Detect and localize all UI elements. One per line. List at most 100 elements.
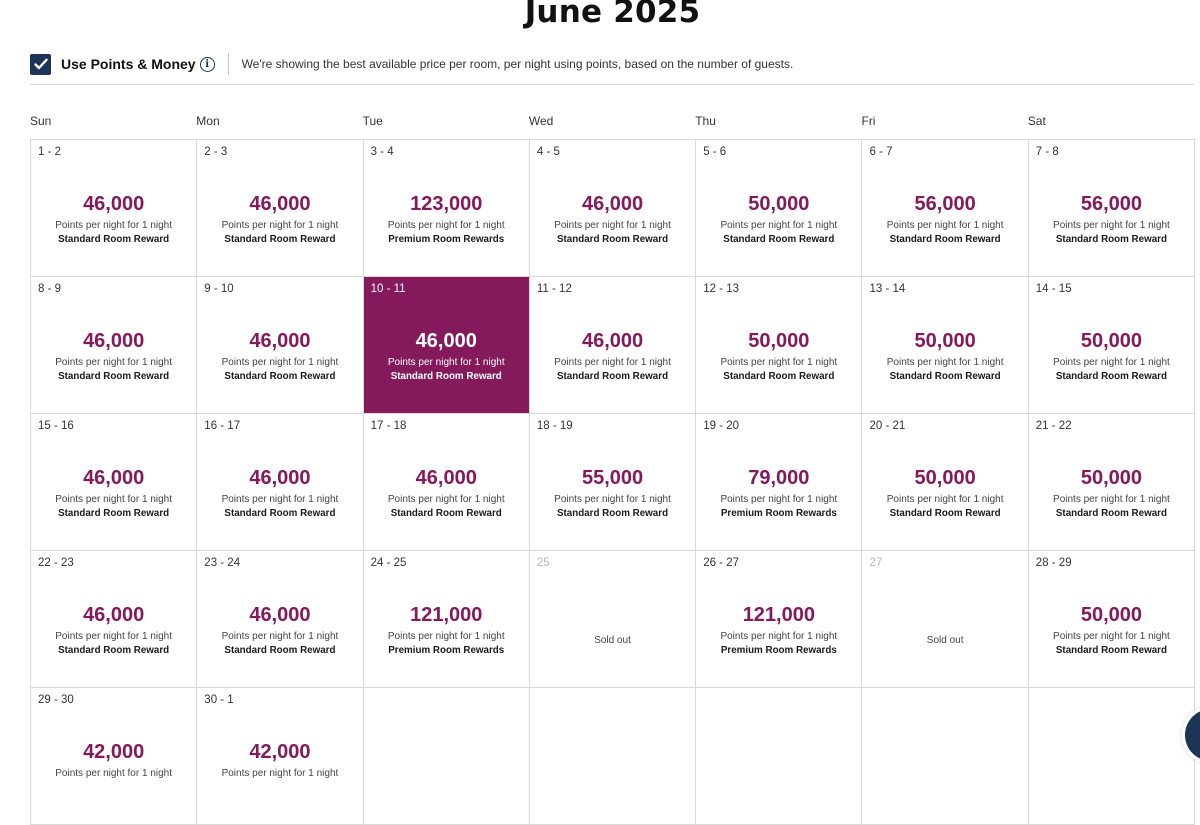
room-type-label: Standard Room Reward	[58, 371, 170, 382]
chat-button[interactable]	[1185, 709, 1200, 761]
calendar-day[interactable]: 15 - 16 46,000 Points per night for 1 nigh…	[31, 414, 198, 551]
points-price: 46,000	[83, 193, 145, 215]
calendar-day[interactable]: 18 - 19 55,000 Points per night for 1 nigh…	[529, 414, 697, 551]
calendar-day[interactable]: 22 - 23 46,000 Points per night for 1 nigh…	[31, 551, 198, 688]
weekday-mon: Mon	[196, 114, 220, 128]
room-type-label: Standard Room Reward	[58, 645, 170, 656]
calendar-day[interactable]: 1 - 2 46,000 Points per night for 1 night S…	[31, 140, 198, 277]
day-date-range: 19 - 20	[703, 420, 739, 432]
calendar-day[interactable]: 4 - 5 46,000 Points per night for 1 night S…	[529, 140, 697, 277]
day-date-range: 27	[869, 557, 883, 569]
points-per-night-label: Points per night for 1 night	[720, 631, 838, 642]
weekday-header: Sun Mon Tue Wed Thu Fri Sat	[30, 114, 1195, 128]
room-type-label: Standard Room Reward	[1055, 508, 1167, 519]
room-type-label: Standard Room Reward	[723, 371, 835, 382]
calendar-day[interactable]: 21 - 22 50,000 Points per night for 1 nigh…	[1028, 414, 1196, 551]
room-type-label: Standard Room Reward	[889, 234, 1001, 245]
points-price: 50,000	[914, 330, 976, 352]
calendar-day[interactable]: 7 - 8 56,000 Points per night for 1 night S…	[1028, 140, 1196, 277]
calendar-day[interactable]: 20 - 21 50,000 Points per night for 1 nigh…	[862, 414, 1029, 551]
checkmark-icon	[33, 58, 48, 70]
points-price: 46,000	[415, 330, 477, 352]
room-type-label: Standard Room Reward	[557, 234, 669, 245]
calendar-day-selected[interactable]: 10 - 11 46,000 Points per night for 1 nigh…	[363, 277, 530, 414]
calendar-day[interactable]: 2 - 3 46,000 Points per night for 1 night S…	[197, 140, 364, 277]
use-points-money-checkbox[interactable]	[30, 53, 51, 75]
calendar-day[interactable]: 9 - 10 46,000 Points per night for 1 night…	[197, 277, 364, 414]
header-divider	[30, 84, 1194, 85]
calendar-day[interactable]: 16 - 17 46,000 Points per night for 1 nigh…	[197, 414, 364, 551]
calendar-day[interactable]: 19 - 20 79,000 Points per night for 1 nigh…	[696, 414, 863, 551]
room-type-label: Standard Room Reward	[1055, 234, 1167, 245]
room-type-label: Premium Room Rewards	[388, 234, 505, 245]
points-price: 46,000	[581, 330, 644, 352]
day-date-range: 13 - 14	[869, 283, 906, 295]
room-type-label: Standard Room Reward	[723, 234, 835, 245]
info-icon[interactable]: i	[199, 56, 215, 72]
points-price: 46,000	[83, 330, 145, 352]
points-per-night-label: Points per night for 1 night	[554, 220, 671, 231]
day-date-range: 12 - 13	[703, 283, 739, 295]
room-type-label: Standard Room Reward	[557, 508, 669, 519]
calendar-day[interactable]: 6 - 7 56,000 Points per night for 1 night S…	[862, 140, 1029, 277]
weekday-thu: Thu	[695, 114, 716, 128]
calendar-day[interactable]: 8 - 9 46,000 Points per night for 1 night S…	[31, 277, 198, 414]
points-per-night-label: Points per night for 1 night	[221, 357, 339, 368]
weekday-sat: Sat	[1027, 114, 1046, 128]
points-per-night-label: Points per night for 1 night	[221, 220, 339, 231]
points-price: 50,000	[1080, 604, 1143, 626]
room-type-label: Premium Room Rewards	[720, 645, 837, 656]
calendar-day[interactable]: 26 - 27 121,000 Points per night for 1 nig…	[696, 551, 863, 688]
points-per-night-label: Points per night for 1 night	[387, 220, 505, 231]
day-date-range: 8 - 9	[38, 283, 62, 295]
points-price: 46,000	[249, 193, 311, 215]
calendar-day[interactable]: 29 - 30 42,000 Points per night for 1 nigh…	[31, 688, 198, 825]
calendar-day[interactable]: 30 - 1 42,000 Points per night for 1 night	[197, 688, 364, 825]
calendar-empty-cell	[696, 688, 863, 825]
points-per-night-label: Points per night for 1 night	[55, 357, 173, 368]
calendar-day[interactable]: 28 - 29 50,000 Points per night for 1 nigh…	[1028, 551, 1196, 688]
calendar-day[interactable]: 23 - 24 46,000 Points per night for 1 nigh…	[197, 551, 364, 688]
calendar-day[interactable]: 11 - 12 46,000 Points per night for 1 nigh…	[529, 277, 697, 414]
points-per-night-label: Points per night for 1 night	[387, 494, 505, 505]
month-title: June 2025	[524, 0, 701, 30]
room-type-label: Standard Room Reward	[224, 234, 336, 245]
calendar-day[interactable]: 5 - 6 50,000 Points per night for 1 night S…	[696, 140, 863, 277]
points-per-night-label: Points per night for 1 night	[1053, 220, 1170, 231]
day-date-range: 10 - 11	[370, 283, 406, 295]
points-price: 50,000	[1080, 467, 1143, 489]
points-price: 121,000	[410, 604, 483, 626]
use-points-money-label[interactable]: Use Points & Money	[61, 56, 196, 72]
calendar-empty-cell	[529, 688, 697, 825]
day-date-range: 7 - 8	[1035, 146, 1059, 158]
room-type-label: Standard Room Reward	[390, 508, 502, 519]
points-per-night-label: Points per night for 1 night	[720, 357, 838, 368]
calendar-day[interactable]: 12 - 13 50,000 Points per night for 1 nigh…	[696, 277, 863, 414]
points-per-night-label: Points per night for 1 night	[886, 357, 1004, 368]
points-price: 123,000	[410, 193, 483, 215]
calendar-day[interactable]: 3 - 4 123,000 Points per night for 1 night…	[363, 140, 530, 277]
calendar-day[interactable]: 14 - 15 50,000 Points per night for 1 nigh…	[1028, 277, 1196, 414]
points-per-night-label: Points per night for 1 night	[886, 494, 1004, 505]
points-price: 56,000	[1080, 193, 1143, 215]
points-price: 50,000	[914, 467, 976, 489]
calendar-day[interactable]: 17 - 18 46,000 Points per night for 1 nigh…	[363, 414, 530, 551]
day-date-range: 1 - 2	[38, 146, 62, 158]
room-type-label: Standard Room Reward	[224, 645, 336, 656]
points-per-night-label: Points per night for 1 night	[886, 220, 1004, 231]
day-date-range: 15 - 16	[38, 420, 74, 432]
points-price: 46,000	[249, 467, 311, 489]
points-per-night-label: Points per night for 1 night	[387, 357, 505, 368]
day-date-range: 14 - 15	[1035, 283, 1072, 295]
calendar-day[interactable]: 24 - 25 121,000 Points per night for 1 nig…	[363, 551, 530, 688]
points-price: 46,000	[249, 604, 311, 626]
room-type-label: Standard Room Reward	[557, 371, 669, 382]
day-date-range: 6 - 7	[869, 146, 893, 158]
points-price: 46,000	[83, 467, 145, 489]
day-date-range: 22 - 23	[38, 557, 74, 569]
points-per-night-label: Points per night for 1 night	[221, 494, 339, 505]
calendar-day-sold-out: 25 Sold out	[529, 551, 697, 688]
calendar-day[interactable]: 13 - 14 50,000 Points per night for 1 nigh…	[862, 277, 1029, 414]
room-type-label: Standard Room Reward	[224, 371, 336, 382]
points-per-night-label: Points per night for 1 night	[720, 494, 838, 505]
